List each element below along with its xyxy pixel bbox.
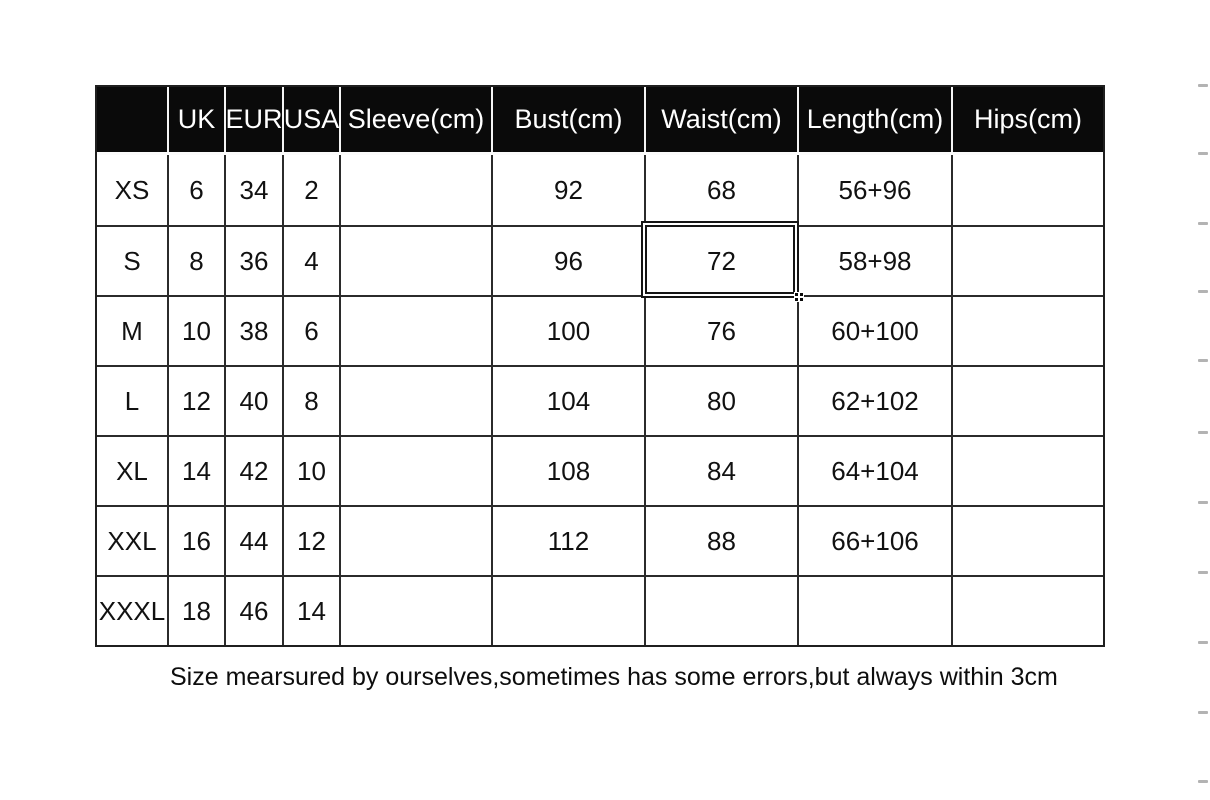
cell: 62+102 bbox=[799, 367, 953, 435]
edge-tick bbox=[1198, 571, 1208, 574]
cell: 4 bbox=[284, 227, 341, 295]
column-header-eur: EUR bbox=[226, 87, 284, 152]
cell: 36 bbox=[226, 227, 284, 295]
edge-tick bbox=[1198, 152, 1208, 155]
column-header-hips-cm: Hips(cm) bbox=[974, 104, 1082, 134]
cell: 76 bbox=[646, 297, 799, 365]
edge-tick bbox=[1198, 780, 1208, 783]
cell bbox=[953, 577, 1103, 645]
cell: 72 bbox=[641, 221, 804, 302]
cell bbox=[646, 577, 799, 645]
cell bbox=[341, 437, 493, 505]
edge-tick bbox=[1198, 290, 1208, 293]
table-row-xs: XS 6 34 2 92 68 56+96 bbox=[97, 155, 1103, 225]
cell: 14 bbox=[284, 577, 341, 645]
cell: 58+98 bbox=[799, 227, 953, 295]
column-header-length-cm: Length(cm) bbox=[799, 87, 953, 152]
measurement-disclaimer: Size mearsured by ourselves,sometimes ha… bbox=[170, 663, 1058, 691]
cell: 46 bbox=[226, 577, 284, 645]
cell: 44 bbox=[226, 507, 284, 575]
column-header-bust-cm: Bust(cm) bbox=[493, 87, 646, 152]
table-row-xxxl: XXXL 18 46 14 bbox=[97, 575, 1103, 645]
cell bbox=[799, 577, 953, 645]
fill-handle bbox=[794, 292, 804, 302]
cell: 6 bbox=[169, 155, 226, 225]
cell: 68 bbox=[646, 155, 799, 225]
edge-tick bbox=[1198, 84, 1208, 87]
cell bbox=[341, 577, 493, 645]
cell: 18 bbox=[169, 577, 226, 645]
cell bbox=[341, 297, 493, 365]
cell: 8 bbox=[284, 367, 341, 435]
cell bbox=[341, 507, 493, 575]
cell: 16 bbox=[169, 507, 226, 575]
cell: 34 bbox=[226, 155, 284, 225]
cell: 42 bbox=[226, 437, 284, 505]
cell: 112 bbox=[493, 507, 646, 575]
cell: 100 bbox=[493, 297, 646, 365]
cell: 8 bbox=[169, 227, 226, 295]
cell: 108 bbox=[493, 437, 646, 505]
cell: 64+104 bbox=[799, 437, 953, 505]
cell: 92 bbox=[493, 155, 646, 225]
cell bbox=[341, 367, 493, 435]
edge-tick bbox=[1198, 222, 1208, 225]
cell: 2 bbox=[284, 155, 341, 225]
table-row-m: M 10 38 6 100 76 60+100 bbox=[97, 295, 1103, 365]
edge-tick bbox=[1198, 711, 1208, 714]
cell: 38 bbox=[226, 297, 284, 365]
cell bbox=[953, 367, 1103, 435]
cell bbox=[341, 227, 493, 295]
cell bbox=[953, 155, 1103, 225]
table-body: XS 6 34 2 92 68 56+96 S 8 36 4 96 72 58+98 M 10 38 6 100 76… bbox=[97, 155, 1103, 645]
table-header-row: UK EUR USA Sleeve(cm) Bust(cm) Waist(cm) Lengt… bbox=[97, 87, 1103, 155]
size-chart-table: UK EUR USA Sleeve(cm) Bust(cm) Waist(cm) Lengt… bbox=[95, 85, 1105, 647]
table-row-s: S 8 36 4 96 72 58+98 bbox=[97, 221, 1103, 302]
cell: 104 bbox=[493, 367, 646, 435]
cell: 10 bbox=[284, 437, 341, 505]
size-label: L bbox=[97, 367, 169, 435]
cell: 84 bbox=[646, 437, 799, 505]
table-row-l: L 12 40 8 104 80 62+102 bbox=[97, 365, 1103, 435]
size-label: S bbox=[97, 227, 169, 295]
cell: 56+96 bbox=[799, 155, 953, 225]
table-row-xl: XL 14 42 10 108 84 64+104 bbox=[97, 435, 1103, 505]
edge-tick bbox=[1198, 359, 1208, 362]
size-label: XXL bbox=[97, 507, 169, 575]
cell: 60+100 bbox=[799, 297, 953, 365]
cell: 66+106 bbox=[799, 507, 953, 575]
column-header-usa: USA bbox=[284, 87, 341, 152]
edge-tick bbox=[1198, 501, 1208, 504]
table-row-xxl: XXL 16 44 12 112 88 66+106 bbox=[97, 505, 1103, 575]
column-header-sleeve-cm: Sleeve(cm) bbox=[341, 87, 493, 152]
cell bbox=[953, 227, 1103, 295]
cell bbox=[953, 437, 1103, 505]
cell: 88 bbox=[646, 507, 799, 575]
column-header-waist-cm: Waist(cm) bbox=[646, 87, 799, 152]
cell: 40 bbox=[226, 367, 284, 435]
cell bbox=[341, 155, 493, 225]
cell: 14 bbox=[169, 437, 226, 505]
edge-tick bbox=[1198, 431, 1208, 434]
size-label: XS bbox=[97, 155, 169, 225]
selected-cell-border bbox=[641, 221, 799, 298]
cell: 6 bbox=[284, 297, 341, 365]
size-label: XXXL bbox=[97, 577, 169, 645]
cell bbox=[953, 507, 1103, 575]
cell: 10 bbox=[169, 297, 226, 365]
cell: 96 bbox=[493, 227, 646, 295]
size-label: XL bbox=[97, 437, 169, 505]
cell: 80 bbox=[646, 367, 799, 435]
edge-tick bbox=[1198, 641, 1208, 644]
cell bbox=[493, 577, 646, 645]
cell: 12 bbox=[169, 367, 226, 435]
column-header-blank bbox=[97, 87, 169, 152]
column-header-uk: UK bbox=[169, 87, 226, 152]
cell: 12 bbox=[284, 507, 341, 575]
cell bbox=[953, 297, 1103, 365]
size-label: M bbox=[97, 297, 169, 365]
